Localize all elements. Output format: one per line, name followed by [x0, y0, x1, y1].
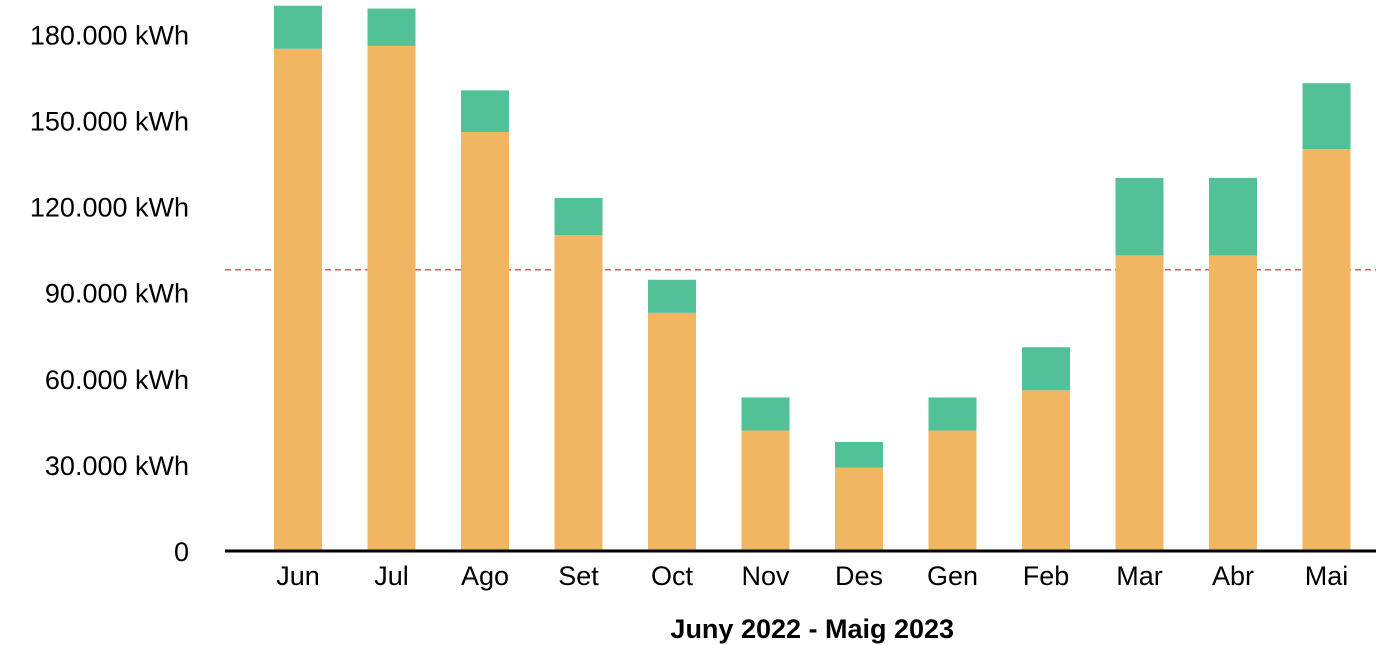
bar-segment-feb-series-2 [1022, 347, 1070, 391]
bar-segment-abr-series-1 [1209, 255, 1257, 551]
x-tick-label-oct: Oct [651, 561, 694, 591]
y-tick-label: 0 [174, 537, 189, 567]
bar-segment-nov-series-2 [741, 397, 790, 431]
bar-segment-nov-series-1 [741, 430, 790, 551]
bar-segment-abr-series-2 [1209, 177, 1257, 256]
bars-layer [274, 5, 1351, 552]
x-tick-label-feb: Feb [1023, 561, 1070, 591]
bar-segment-oct-series-2 [648, 279, 696, 313]
x-axis-tick-labels: Jun Jul Ago Set Oct Nov Des Gen Feb Mar Abr Mai [276, 561, 1348, 591]
bar-segment-oct-series-1 [648, 312, 696, 551]
x-tick-label-des: Des [835, 561, 883, 591]
bar-segment-gen-series-1 [928, 430, 977, 551]
bar-segment-feb-series-1 [1022, 390, 1070, 551]
bar-segment-ago-series-2 [461, 90, 509, 132]
bar-segment-mai-series-1 [1302, 149, 1351, 551]
bar-segment-jun-series-2 [274, 5, 322, 49]
bar-segment-mar-series-1 [1115, 255, 1164, 551]
y-tick-label: 90.000 kWh [45, 279, 189, 309]
bar-segment-jul-series-2 [367, 8, 416, 46]
x-tick-label-jun: Jun [276, 561, 320, 591]
x-tick-label-abr: Abr [1212, 561, 1254, 591]
y-tick-label: 60.000 kWh [45, 365, 189, 395]
bar-segment-jul-series-1 [367, 45, 416, 551]
x-tick-label-ago: Ago [461, 561, 509, 591]
x-tick-label-mai: Mai [1305, 561, 1349, 591]
x-axis-title: Juny 2022 - Maig 2023 [670, 614, 954, 644]
bar-segment-gen-series-2 [928, 397, 977, 431]
bar-segment-des-series-1 [835, 467, 883, 551]
bar-segment-mai-series-2 [1302, 83, 1351, 150]
x-tick-label-mar: Mar [1116, 561, 1163, 591]
y-tick-label: 180.000 kWh [30, 20, 189, 50]
bar-segment-set-series-1 [554, 235, 603, 552]
bar-segment-des-series-2 [835, 441, 883, 468]
x-tick-label-jul: Jul [374, 561, 409, 591]
bar-segment-mar-series-2 [1115, 177, 1164, 256]
x-tick-label-set: Set [558, 561, 599, 591]
bar-segment-set-series-2 [554, 197, 603, 236]
x-tick-label-gen: Gen [927, 561, 978, 591]
y-axis-tick-labels: 0 30.000 kWh 60.000 kWh 90.000 kWh 120.000 k… [30, 20, 189, 567]
bar-segment-jun-series-1 [274, 48, 322, 551]
x-tick-label-nov: Nov [741, 561, 790, 591]
bar-segment-ago-series-1 [461, 131, 509, 552]
y-tick-label: 30.000 kWh [45, 451, 189, 481]
y-tick-label: 150.000 kWh [30, 107, 189, 137]
y-tick-label: 120.000 kWh [30, 193, 189, 223]
